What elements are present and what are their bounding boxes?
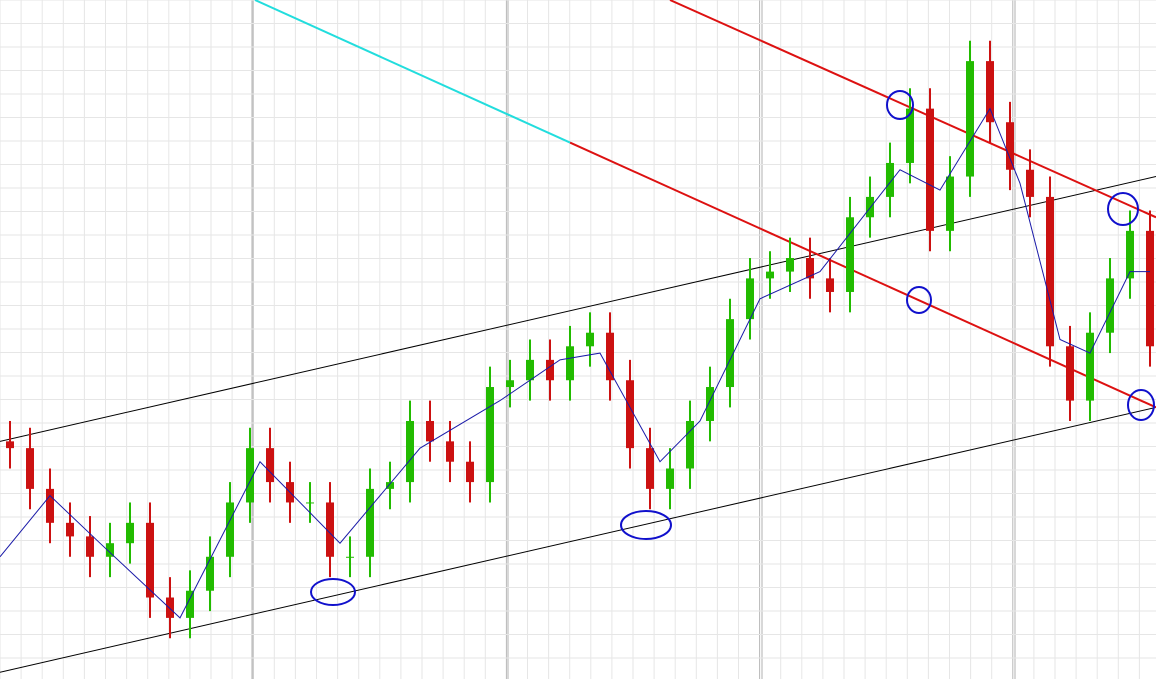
candle-body <box>486 387 494 483</box>
candle-body <box>726 319 734 388</box>
candle-body <box>466 461 474 483</box>
annotation-circle <box>310 578 356 606</box>
candle-body <box>1006 122 1014 170</box>
candle-body <box>86 536 94 557</box>
candle-body <box>166 597 174 618</box>
candle-body <box>706 387 714 421</box>
candle-body <box>146 522 154 598</box>
trend-line <box>0 176 1156 442</box>
candle-body <box>326 502 334 557</box>
candle-body <box>446 441 454 462</box>
candle-body <box>1106 278 1114 333</box>
candle-body <box>586 332 594 347</box>
candle-body <box>766 271 774 279</box>
candle-body <box>626 380 634 449</box>
candle-body <box>426 420 434 442</box>
annotation-circle <box>1127 389 1155 421</box>
candle-body <box>306 502 314 504</box>
trend-line <box>0 406 1156 673</box>
candle-body <box>1066 346 1074 401</box>
candle-body <box>906 108 914 163</box>
candle-body <box>346 556 354 558</box>
candle-body <box>46 488 54 523</box>
candle-body <box>746 278 754 320</box>
candle-body <box>186 590 194 618</box>
candle-body <box>246 448 254 503</box>
candle-body <box>1126 230 1134 279</box>
candle-body <box>526 359 534 381</box>
annotation-circle <box>906 286 932 314</box>
candle-body <box>966 61 974 177</box>
candle-body <box>686 420 694 469</box>
annotation-circle <box>886 90 914 120</box>
candle-body <box>266 448 274 483</box>
candle-body <box>1086 332 1094 401</box>
candle-body <box>506 380 514 388</box>
annotation-circle <box>620 510 672 540</box>
candle-body <box>606 332 614 381</box>
candle-body <box>546 359 554 381</box>
trend-line <box>569 141 1156 409</box>
candle-body <box>806 258 814 279</box>
candle-body <box>786 258 794 272</box>
annotation-circles <box>310 90 1155 606</box>
candle-body <box>666 468 674 489</box>
candle-body <box>986 61 994 123</box>
candle-body <box>886 162 894 197</box>
candle-body <box>226 502 234 557</box>
candle-body <box>26 448 34 489</box>
candle-body <box>566 346 574 381</box>
trend-line <box>254 0 571 144</box>
candle-body <box>1026 169 1034 197</box>
moving-average <box>0 107 1150 619</box>
candle-body <box>406 420 414 483</box>
candle-body <box>6 441 14 449</box>
candle-body <box>926 108 934 231</box>
candle-body <box>866 196 874 218</box>
candle-body <box>126 522 134 544</box>
candle-body <box>946 176 954 231</box>
candle-body <box>386 482 394 489</box>
candle-body <box>1146 230 1154 347</box>
candle-body <box>1046 196 1054 347</box>
candle-body <box>366 488 374 557</box>
candle-body <box>826 278 834 292</box>
candle-body <box>66 522 74 537</box>
candle-body <box>646 448 654 489</box>
annotation-circle <box>1107 192 1139 226</box>
candle-body <box>846 217 854 292</box>
candle-body <box>106 543 114 557</box>
candle-body <box>206 556 214 591</box>
